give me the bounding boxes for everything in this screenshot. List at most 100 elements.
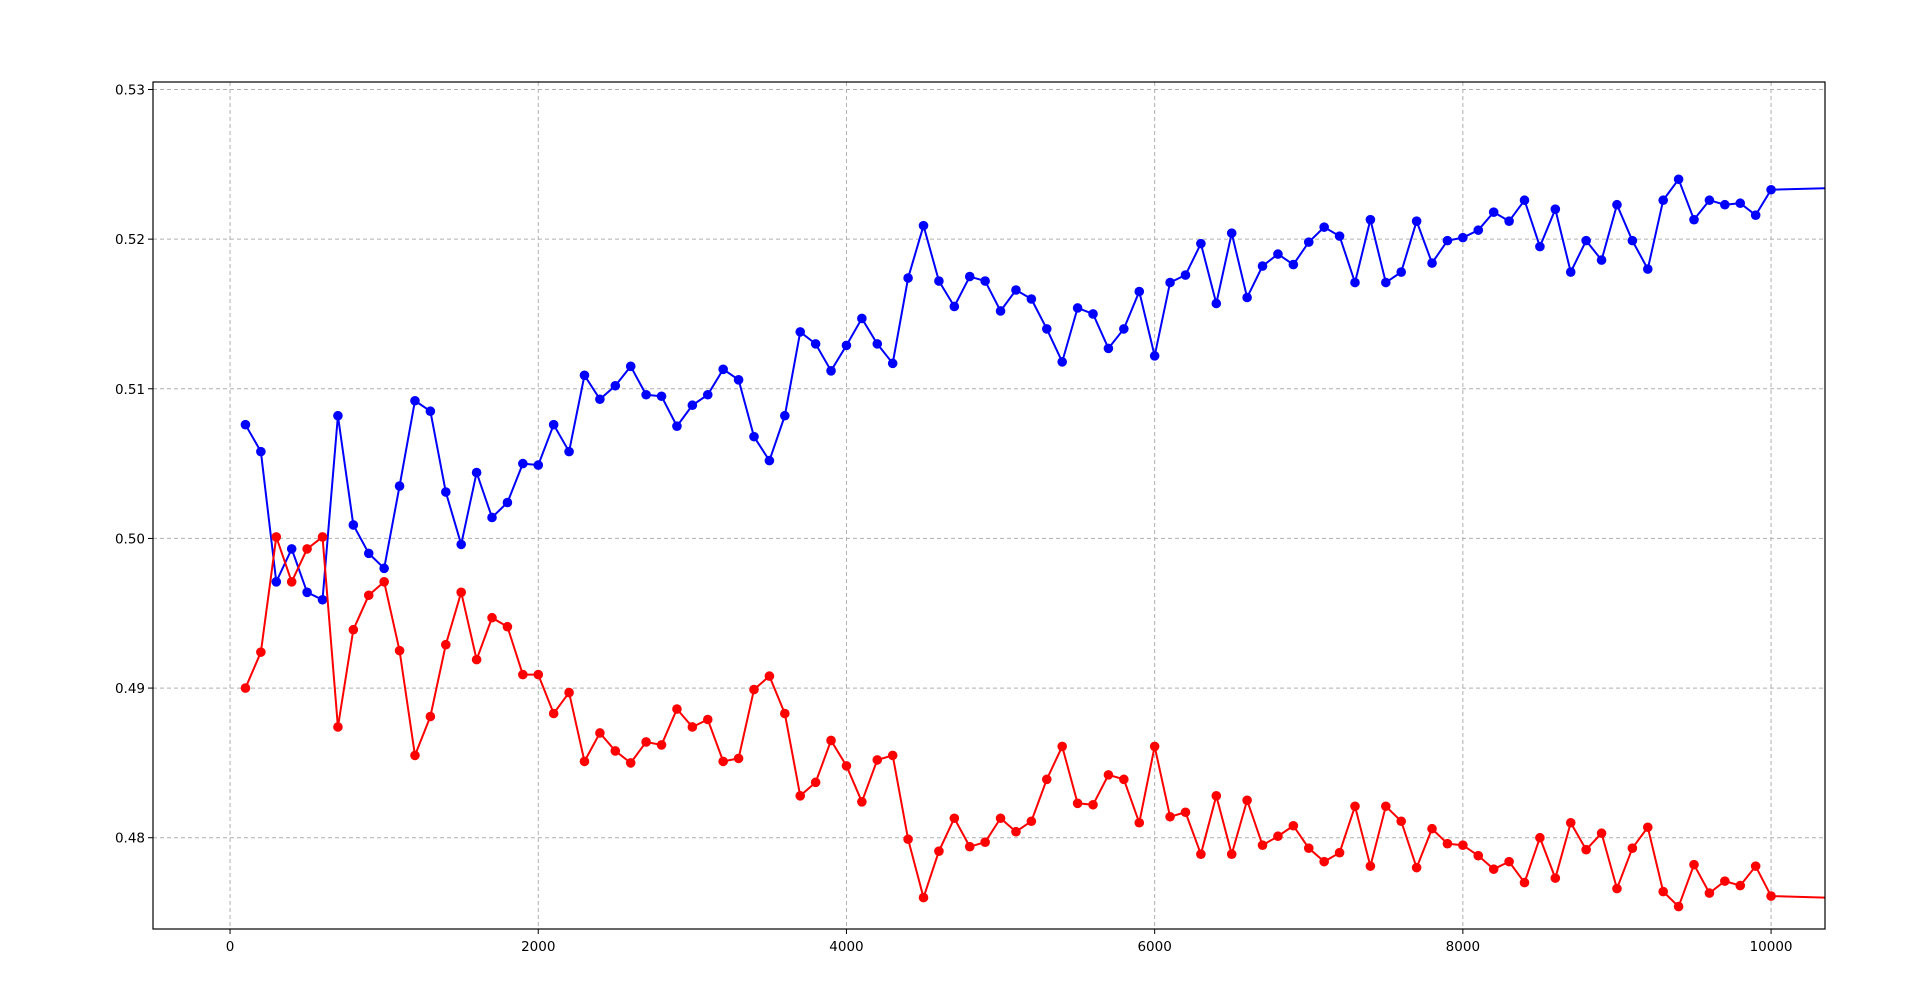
series-1-point xyxy=(656,391,667,402)
series-2-point xyxy=(1458,840,1468,850)
series-2-point xyxy=(333,722,343,732)
series-1-point xyxy=(826,366,836,376)
series-1-point xyxy=(610,380,621,391)
series-2-point xyxy=(240,683,251,693)
series-1-point xyxy=(1735,198,1746,209)
series-1-point xyxy=(1658,195,1668,206)
series-2-point xyxy=(1211,791,1222,801)
series-1-point xyxy=(518,458,528,469)
series-2-point xyxy=(1381,801,1391,812)
series-2-point xyxy=(1473,850,1484,861)
series-2-point xyxy=(564,687,574,698)
x-tick-label: 4000 xyxy=(829,939,863,955)
series-1-point xyxy=(548,419,559,430)
series-2-point xyxy=(1396,816,1407,827)
series-1-point xyxy=(1103,343,1114,354)
series-1-point xyxy=(1550,204,1561,214)
series-2-point xyxy=(548,708,559,719)
series-2-point xyxy=(1103,770,1114,780)
series-1-point xyxy=(964,271,975,282)
series-1-point xyxy=(1273,249,1283,259)
series-1-point xyxy=(410,395,420,406)
series-2-point xyxy=(1242,795,1252,806)
series-1-point xyxy=(1766,184,1776,195)
series-2-point xyxy=(410,750,420,761)
series-1-point xyxy=(1041,324,1052,334)
series-2-point xyxy=(625,758,636,768)
series-2-point xyxy=(795,791,806,801)
series-1-point xyxy=(317,594,328,605)
series-2-point xyxy=(1165,811,1175,822)
series-1-point xyxy=(641,389,651,400)
series-2-point xyxy=(1658,886,1668,897)
series-1-point xyxy=(1226,228,1237,238)
series-2-point xyxy=(1334,847,1345,858)
series-1-point xyxy=(887,358,898,369)
series-2-point xyxy=(1072,798,1083,809)
y-tick-label: 0.49 xyxy=(115,681,145,697)
series-1-point xyxy=(1535,241,1545,252)
series-2-point xyxy=(1596,828,1607,839)
series-2-point xyxy=(1273,831,1283,842)
series-1-point xyxy=(456,539,467,550)
series-2-point xyxy=(394,645,405,656)
series-1-point xyxy=(271,577,282,587)
series-1-point xyxy=(795,327,806,337)
series-1-point xyxy=(1396,267,1407,277)
series-2-point xyxy=(1288,820,1299,831)
series-2-point xyxy=(440,639,451,650)
series-1-point xyxy=(579,370,590,381)
axis-ticks: 0 2000 4000 6000 8000 10000 0.48 0.49 0.50 0.51 0.… xyxy=(115,82,1793,955)
series-1-point xyxy=(1165,277,1175,288)
series-1-point xyxy=(918,220,929,231)
y-tick-label: 0.53 xyxy=(115,82,145,98)
series-1-point xyxy=(1381,277,1391,288)
series-1-point xyxy=(1134,286,1145,297)
series-2-point xyxy=(610,746,621,756)
series-1-point xyxy=(687,400,698,411)
series-2-point xyxy=(1041,774,1052,785)
series-2-point xyxy=(518,669,528,680)
x-tick-label: 2000 xyxy=(521,939,555,955)
series-2-point xyxy=(256,647,266,657)
series-1-point xyxy=(1303,237,1314,247)
series-2-point xyxy=(1581,844,1591,855)
series-1-point xyxy=(348,520,359,530)
series-2-point xyxy=(733,753,744,764)
series-1-point xyxy=(471,467,482,478)
series-2-point xyxy=(918,892,929,903)
series-1-point xyxy=(533,460,544,470)
series-1-point xyxy=(1565,267,1576,277)
y-tick-label: 0.52 xyxy=(115,232,145,248)
series-1-point xyxy=(363,548,374,559)
series-2-point xyxy=(1257,840,1268,850)
series-2-point xyxy=(1504,856,1514,867)
series-2-point xyxy=(780,708,790,719)
series-1-point xyxy=(1720,199,1730,210)
series-2-point xyxy=(1612,883,1622,894)
series-1-point xyxy=(1072,303,1083,313)
series-1-point xyxy=(733,374,744,385)
series-1-point xyxy=(1350,277,1360,288)
series-1-point xyxy=(1596,255,1607,265)
series-2-point xyxy=(1627,843,1638,853)
series-2-point xyxy=(1550,873,1561,883)
series-2-point xyxy=(749,684,759,695)
series-2-point xyxy=(286,577,297,587)
y-tick-label: 0.50 xyxy=(115,531,145,547)
series-2-point xyxy=(1365,861,1376,871)
series-2-point xyxy=(1535,832,1545,843)
series-1-point xyxy=(1519,195,1530,206)
series-2-point xyxy=(317,532,328,542)
series-2-point xyxy=(1766,891,1776,901)
plot-frame xyxy=(152,81,1826,930)
series-1-point xyxy=(1257,261,1268,271)
series-1-point xyxy=(1473,225,1484,235)
x-tick-label: 0 xyxy=(226,939,235,955)
series-2-point xyxy=(302,544,312,554)
series-1-point xyxy=(1011,285,1021,295)
series-1-point xyxy=(980,276,990,286)
series-2-point xyxy=(1026,816,1037,827)
series-1-point xyxy=(718,364,728,375)
